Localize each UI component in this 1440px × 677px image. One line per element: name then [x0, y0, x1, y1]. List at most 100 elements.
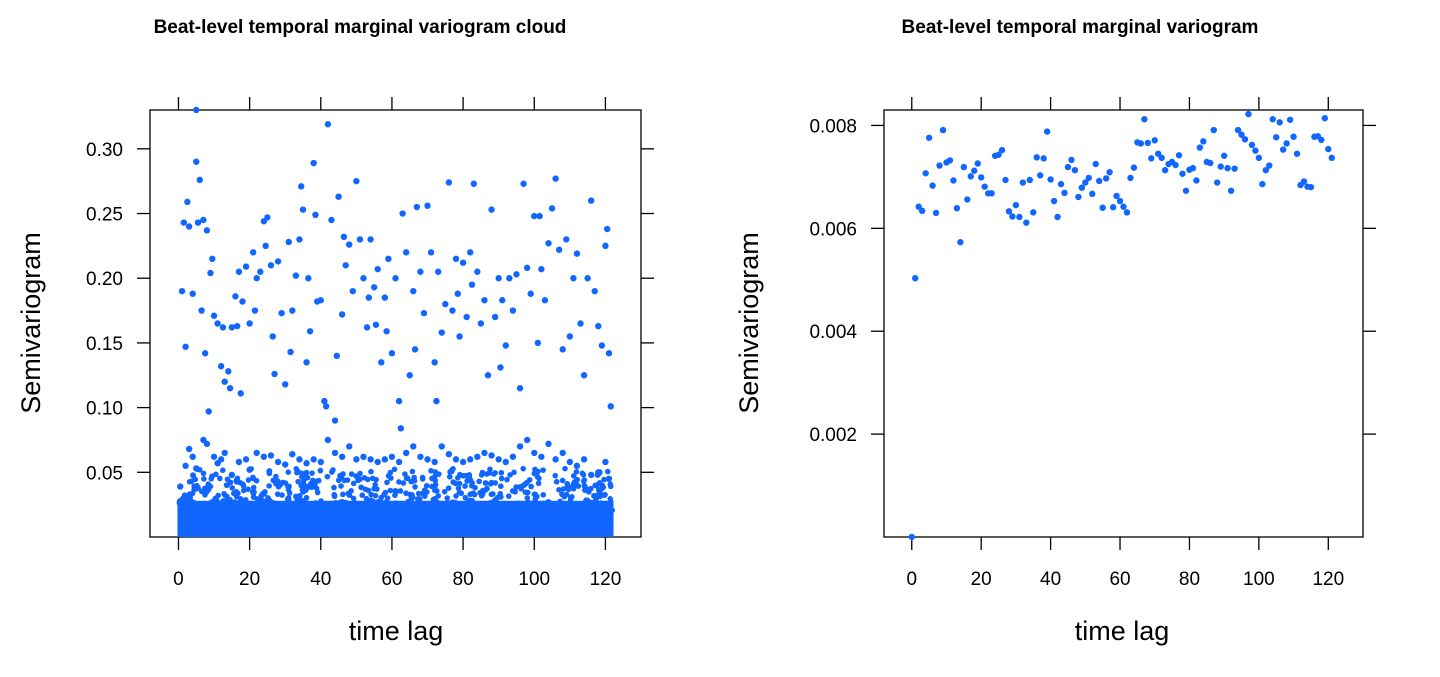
data-point — [1328, 154, 1335, 162]
data-point — [462, 494, 469, 501]
data-point — [472, 508, 479, 514]
data-point — [573, 468, 580, 475]
data-point — [235, 268, 243, 275]
data-point — [431, 458, 438, 466]
data-point — [395, 458, 403, 466]
data-point — [274, 258, 282, 265]
data-point — [1214, 179, 1221, 186]
y-tick-label: 0.15 — [86, 334, 123, 355]
data-point — [419, 474, 426, 481]
data-point — [1085, 174, 1092, 182]
data-point — [580, 372, 588, 379]
data-point — [261, 505, 267, 511]
data-point — [215, 492, 221, 499]
data-point — [411, 346, 419, 353]
data-point — [360, 453, 367, 460]
data-point — [393, 488, 400, 495]
data-point — [194, 508, 201, 514]
data-point — [567, 500, 573, 507]
data-point — [1269, 116, 1276, 123]
data-point — [530, 504, 536, 511]
data-point — [200, 508, 206, 514]
data-point — [180, 495, 187, 501]
data-point — [1200, 138, 1207, 145]
data-point — [299, 487, 306, 493]
data-point — [520, 180, 527, 187]
data-point — [357, 470, 363, 477]
data-point — [391, 466, 398, 473]
data-point — [957, 239, 964, 246]
data-point — [432, 469, 439, 475]
data-point — [1106, 169, 1113, 176]
data-point — [1057, 180, 1065, 188]
panel-variogram: Beat-level temporal marginal variogram 0… — [734, 17, 1376, 646]
data-point — [415, 490, 422, 497]
data-point — [1148, 155, 1155, 162]
data-point — [498, 469, 505, 476]
data-point — [324, 436, 332, 444]
data-point — [1182, 187, 1190, 194]
data-point — [469, 482, 475, 489]
data-point — [1273, 134, 1280, 141]
data-point — [305, 275, 312, 282]
data-point — [246, 320, 253, 327]
data-point — [1220, 152, 1228, 159]
data-point — [602, 458, 609, 466]
data-point — [964, 196, 971, 203]
data-point — [467, 249, 474, 256]
y-tick-label: 0.008 — [809, 116, 857, 137]
data-point — [237, 390, 244, 397]
data-point — [513, 484, 519, 490]
data-point — [185, 223, 193, 230]
data-point — [396, 479, 402, 485]
plot-frame — [883, 109, 1364, 538]
data-point — [1026, 176, 1033, 184]
data-point — [481, 297, 488, 304]
data-point — [552, 472, 559, 479]
data-point — [363, 324, 371, 331]
data-point — [585, 508, 592, 514]
data-point — [286, 483, 292, 490]
data-point — [1144, 139, 1151, 147]
data-point — [498, 483, 504, 490]
data-point — [495, 456, 502, 463]
data-point — [588, 504, 595, 510]
data-point — [210, 453, 218, 460]
data-point — [538, 453, 545, 460]
data-point — [409, 468, 416, 475]
data-point — [1161, 166, 1169, 174]
data-point — [333, 352, 340, 360]
data-point — [350, 480, 357, 487]
data-point — [356, 236, 364, 243]
data-point — [492, 480, 499, 486]
data-point — [282, 381, 289, 388]
data-point — [556, 487, 562, 493]
data-point — [572, 501, 579, 508]
data-point — [324, 121, 332, 128]
data-point — [592, 482, 598, 489]
data-point — [420, 507, 427, 514]
data-point — [375, 508, 382, 514]
data-point — [313, 485, 320, 492]
data-point — [502, 458, 509, 466]
data-point — [586, 486, 592, 493]
x-tick-labels: 0 20 40 60 80 100 120 — [906, 569, 1344, 590]
data-point — [381, 456, 389, 463]
data-point — [918, 207, 926, 215]
data-point — [307, 484, 313, 490]
data-point — [509, 453, 517, 460]
data-point — [331, 493, 338, 500]
x-tick-label: 80 — [1179, 569, 1200, 590]
data-point — [467, 456, 474, 463]
data-point — [303, 494, 310, 501]
data-point — [219, 324, 227, 331]
x-tick-label: 40 — [310, 569, 331, 590]
data-point — [587, 471, 595, 479]
data-point — [292, 272, 300, 279]
data-point — [1040, 155, 1047, 162]
data-point — [953, 205, 961, 212]
data-point — [516, 443, 524, 450]
data-point — [1075, 193, 1082, 201]
data-point — [1002, 176, 1009, 184]
data-point — [580, 456, 588, 463]
